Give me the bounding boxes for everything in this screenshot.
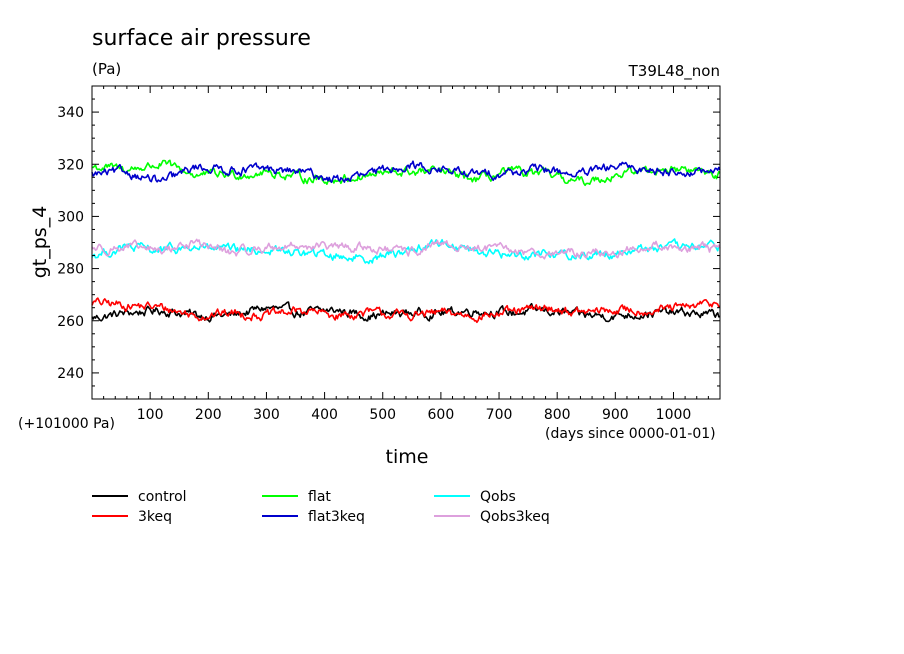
y-tick-label: 280 (57, 262, 84, 278)
chart-units: (Pa) (92, 60, 121, 78)
legend-item-qobs: Qobs (434, 489, 516, 505)
legend-label: flat (308, 489, 331, 505)
y-axis-label: gt_ps_4 (29, 206, 51, 279)
series-line-qobs3keq (91, 238, 721, 260)
legend-label: flat3keq (308, 509, 365, 525)
x-tick-label: 300 (253, 407, 280, 423)
series-line-flat3keq (91, 160, 721, 184)
legend-label: control (138, 489, 187, 505)
x-axis-note: (days since 0000-01-01) (545, 426, 716, 442)
legend-item-3keq: 3keq (92, 509, 172, 525)
offset-note: (+101000 Pa) (18, 416, 115, 432)
y-tick-label: 240 (57, 366, 84, 382)
y-tick-label: 260 (57, 314, 84, 330)
y-tick-label: 340 (57, 105, 84, 121)
x-tick-label: 200 (195, 407, 222, 423)
legend-label: Qobs (480, 489, 516, 505)
series-line-control (91, 301, 720, 323)
x-axis-label: time (386, 446, 429, 468)
legend: control 3keq flat flat3keq Qobs Qobs3keq (92, 489, 550, 525)
legend-label: Qobs3keq (480, 509, 550, 525)
run-id: T39L48_non (628, 62, 720, 81)
series-line-flat (91, 159, 721, 187)
legend-item-flat3keq: flat3keq (262, 509, 365, 525)
series-layer (91, 159, 721, 324)
chart-title: surface air pressure (92, 26, 311, 51)
x-tick-label: 1000 (656, 407, 692, 423)
x-tick-label: 400 (311, 407, 338, 423)
x-tick-label: 700 (486, 407, 513, 423)
series-line-3keq (91, 297, 721, 324)
y-tick-label: 320 (57, 157, 84, 173)
x-tick-label: 800 (544, 407, 571, 423)
y-tick-label: 300 (57, 209, 84, 225)
legend-item-flat: flat (262, 489, 331, 505)
ticks-layer: 100 200 300 400 500 600 700 800 900 1000 240 260 280… (57, 86, 720, 423)
plot-frame (91, 85, 721, 400)
legend-item-control: control (92, 489, 187, 505)
x-tick-label: 500 (369, 407, 396, 423)
x-tick-label: 900 (602, 407, 629, 423)
legend-label: 3keq (138, 509, 172, 525)
x-tick-label: 100 (137, 407, 164, 423)
legend-item-qobs3keq: Qobs3keq (434, 509, 550, 525)
x-tick-label: 600 (428, 407, 455, 423)
